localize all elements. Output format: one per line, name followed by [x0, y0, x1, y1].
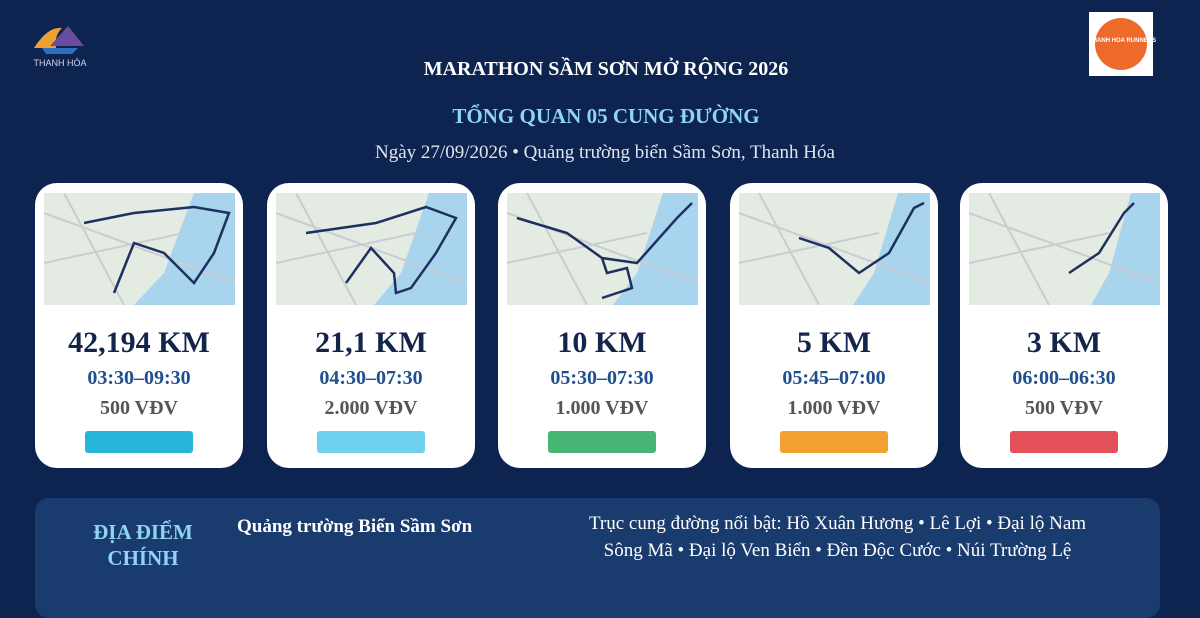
participants: 500 VĐV [1025, 397, 1103, 419]
time: 05:30–07:30 [550, 367, 654, 389]
route-card: 5 KM 05:45–07:00 1.000 VĐV [730, 183, 938, 468]
distance: 5 KM [796, 326, 872, 359]
route-map [507, 193, 698, 305]
route-map [44, 193, 235, 305]
title: MARATHON SẦM SƠN MỞ RỘNG 2026 [423, 58, 789, 80]
route-map [739, 193, 930, 305]
participants: 2.000 VĐV [324, 397, 418, 419]
distance: 3 KM [1026, 326, 1102, 359]
logo-right-text: THANH HOA RUNNERS [1089, 38, 1157, 44]
route-map [276, 193, 467, 305]
footer-label: ĐỊA ĐIỂM [93, 520, 193, 544]
logo-left-icon [34, 26, 84, 54]
subtitle: TỔNG QUAN 05 CUNG ĐƯỜNG [452, 104, 760, 128]
route-card: 21,1 KM 04:30–07:30 2.000 VĐV [267, 183, 475, 468]
page: THANH HÓA THANH HOA RUNNERS MARATHON SẦM… [33, 12, 1168, 618]
distance: 10 KM [557, 326, 647, 359]
color-bar [1010, 431, 1118, 453]
venue: Quảng trường Biển Sầm Sơn [237, 516, 473, 537]
time: 04:30–07:30 [319, 367, 423, 389]
routes-line: Trục cung đường nổi bật: Hồ Xuân Hương •… [588, 513, 1087, 534]
color-bar [548, 431, 656, 453]
time: 05:45–07:00 [782, 367, 886, 389]
participants: 1.000 VĐV [787, 397, 881, 419]
participants: 1.000 VĐV [555, 397, 649, 419]
color-bar [780, 431, 888, 453]
participants: 500 VĐV [100, 397, 178, 419]
distance: 21,1 KM [315, 326, 427, 359]
distance: 42,194 KM [68, 326, 210, 359]
logo-right: THANH HOA RUNNERS [1089, 12, 1157, 76]
route-card: 3 KM 06:00–06:30 500 VĐV [960, 183, 1168, 468]
footer-label: CHÍNH [107, 546, 179, 570]
date-line: Ngày 27/09/2026 • Quảng trường biển Sầm … [375, 142, 835, 163]
routes-line: Sông Mã • Đại lộ Ven Biển • Đền Độc Cước… [603, 540, 1072, 561]
color-bar [85, 431, 193, 453]
route-card: 10 KM 05:30–07:30 1.000 VĐV [498, 183, 706, 468]
route-map [969, 193, 1160, 305]
footer-panel: ĐỊA ĐIỂM CHÍNH Quảng trường Biển Sầm Sơn… [35, 498, 1160, 618]
route-card: 42,194 KM 03:30–09:30 500 VĐV [35, 183, 243, 468]
time: 06:00–06:30 [1012, 367, 1116, 389]
time: 03:30–09:30 [87, 367, 191, 389]
logo-left-text: THANH HÓA [33, 58, 87, 68]
color-bar [317, 431, 425, 453]
